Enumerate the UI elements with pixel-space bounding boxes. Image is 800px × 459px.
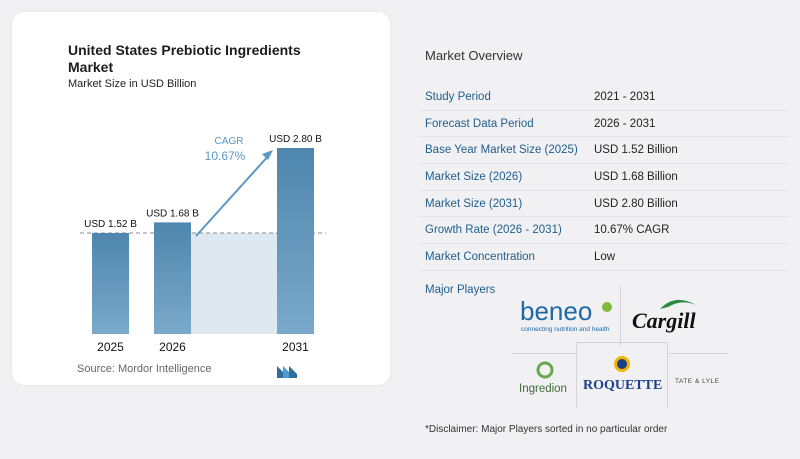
row-value: 2021 - 2031 xyxy=(594,90,656,103)
x-tick-label: 2031 xyxy=(282,340,309,354)
bar-value-label: USD 1.52 B xyxy=(84,219,137,230)
tate-lyle-wordmark: TATE & LYLE xyxy=(675,378,720,385)
overview-row-base-year-size: Base Year Market Size (2025) USD 1.52 Bi… xyxy=(418,137,790,165)
reference-shade xyxy=(191,233,277,334)
logo-divider xyxy=(512,353,576,354)
bar-chart: USD 1.52 B 2025 USD 1.68 B 2026 USD 2.80 B 20… xyxy=(80,134,326,354)
overview-title: Market Overview xyxy=(425,48,523,63)
beneo-dot-icon xyxy=(602,302,612,312)
overview-row-size-2031: Market Size (2031) USD 2.80 Billion xyxy=(418,191,790,218)
overview-row-growth-rate: Growth Rate (2026 - 2031) 10.67% CAGR xyxy=(418,217,790,245)
cagr-label: CAGR xyxy=(215,136,244,147)
bar-2026 xyxy=(154,222,191,334)
row-value: USD 1.52 Billion xyxy=(594,144,678,157)
logo-divider xyxy=(667,342,668,408)
cargill-leaf-icon xyxy=(660,299,696,309)
row-label: Market Concentration xyxy=(425,250,535,263)
cagr-arrowhead-icon xyxy=(262,150,273,160)
row-value: 2026 - 2031 xyxy=(594,117,656,130)
x-tick-label: 2026 xyxy=(159,340,186,354)
bar-value-label: USD 2.80 B xyxy=(269,134,322,145)
overview-row-concentration: Market Concentration Low xyxy=(418,244,790,271)
overview-row-size-2026: Market Size (2026) USD 1.68 Billion xyxy=(418,164,790,191)
row-label: Forecast Data Period xyxy=(425,117,534,130)
row-label: Market Size (2031) xyxy=(425,197,523,210)
tate-lyle-logo: TATE & LYLE xyxy=(674,372,730,388)
roquette-wordmark: ROQUETTE xyxy=(583,378,662,393)
disclaimer: *Disclaimer: Major Players sorted in no … xyxy=(425,424,668,435)
logo-divider xyxy=(576,342,668,343)
row-value: USD 2.80 Billion xyxy=(594,197,678,210)
bar-2025 xyxy=(92,233,129,334)
row-label: Market Size (2026) xyxy=(425,170,523,183)
overview-row-forecast-period: Forecast Data Period 2026 - 2031 xyxy=(418,111,790,138)
major-players-label: Major Players xyxy=(425,284,496,296)
ingredion-swirl-icon xyxy=(536,361,554,379)
cargill-logo: Cargill xyxy=(630,295,726,337)
ingredion-logo: Ingredion xyxy=(518,360,574,400)
cagr-value: 10.67% xyxy=(205,149,246,163)
roquette-logo: ROQUETTE xyxy=(580,352,664,400)
ingredion-wordmark: Ingredion xyxy=(519,383,567,395)
row-label: Growth Rate (2026 - 2031) xyxy=(425,224,562,237)
x-tick-label: 2025 xyxy=(97,340,124,354)
chart-subtitle: Market Size in USD Billion xyxy=(68,78,197,90)
beneo-logo: beneo connecting nutrition and health xyxy=(520,296,615,338)
bar-2031 xyxy=(277,148,314,334)
beneo-tagline: connecting nutrition and health xyxy=(521,326,610,333)
chart-title: United States Prebiotic Ingredients Mark… xyxy=(68,42,301,75)
cagr-arrow xyxy=(195,153,271,237)
overview-row-study-period: Study Period 2021 - 2031 xyxy=(418,84,790,111)
beneo-wordmark: beneo xyxy=(520,296,592,326)
mordor-intelligence-logo xyxy=(277,366,297,378)
logo-divider xyxy=(669,353,729,354)
bar-value-label: USD 1.68 B xyxy=(146,208,199,219)
logo-divider xyxy=(576,342,577,408)
logo-divider xyxy=(620,286,621,346)
row-label: Base Year Market Size (2025) xyxy=(425,144,578,157)
row-label: Study Period xyxy=(425,90,491,103)
row-value: Low xyxy=(594,250,616,263)
row-value: USD 1.68 Billion xyxy=(594,170,678,183)
row-value: 10.67% CAGR xyxy=(594,224,670,237)
overview-table: Study Period 2021 - 2031 Forecast Data P… xyxy=(418,84,790,271)
source-text: Source: Mordor Intelligence xyxy=(77,363,212,375)
cargill-wordmark: Cargill xyxy=(632,308,696,333)
